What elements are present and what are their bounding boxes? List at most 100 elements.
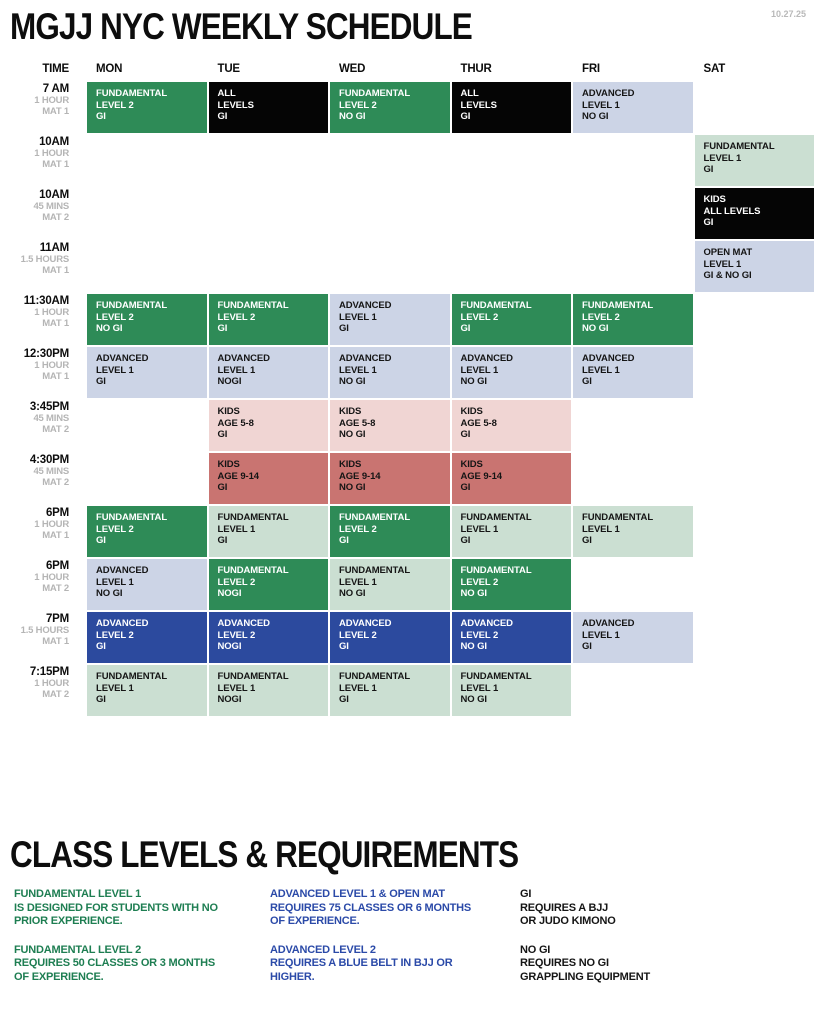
time-value: 6PM <box>45 560 69 572</box>
time-detail: MAT 1 <box>42 530 69 541</box>
class-cell-wed-6pm: FUNDAMENTAL LEVEL 2 GI <box>330 506 450 557</box>
header: MGJJ NYC WEEKLY SCHEDULE 10.27.25 <box>0 0 814 48</box>
time-value: 7 AM <box>42 83 69 95</box>
time-value: 11AM <box>39 242 69 254</box>
time-value: 11:30AM <box>23 295 69 307</box>
column-header-fri: FRI <box>582 63 600 75</box>
legend-paragraph: GI REQUIRES A BJJ OR JUDO KIMONO <box>520 888 616 927</box>
page-title: MGJJ NYC WEEKLY SCHEDULE <box>10 6 473 47</box>
class-cell-mon-6pm: ADVANCED LEVEL 1 NO GI <box>87 559 207 610</box>
day-header-row: TIME MON TUE WED THUR FRI SAT <box>0 63 814 75</box>
time-detail: MAT 1 <box>42 636 69 647</box>
class-cell-thur-345pm: KIDS AGE 5-8 GI <box>451 400 571 451</box>
class-cell-tue-345pm: KIDS AGE 5-8 GI <box>208 400 328 451</box>
time-detail: MAT 2 <box>42 583 69 594</box>
time-label: 7PM 1.5 HOURS MAT 1 <box>0 612 85 663</box>
class-cell-mon-7am: FUNDAMENTAL LEVEL 2 GI <box>87 82 207 133</box>
time-detail: 1 HOUR <box>34 148 69 159</box>
time-label: 7 AM 1 HOUR MAT 1 <box>0 82 85 133</box>
legend-paragraph: ADVANCED LEVEL 2 REQUIRES A BLUE BELT IN… <box>270 943 453 983</box>
class-cell-fri-7am: ADVANCED LEVEL 1 NO GI <box>573 82 693 133</box>
class-cell-tue-6pm: FUNDAMENTAL LEVEL 1 GI <box>208 506 328 557</box>
class-cell-fri-1230pm: ADVANCED LEVEL 1 GI <box>573 347 693 398</box>
class-cell-wed-7pm: ADVANCED LEVEL 2 GI <box>330 612 450 663</box>
legend-column-2: ADVANCED LEVEL 1 & OPEN MAT REQUIRES 75 … <box>270 888 520 999</box>
class-cell-tue-7am: ALL LEVELS GI <box>208 82 328 133</box>
legend-paragraph: FUNDAMENTAL LEVEL 1 IS DESIGNED FOR STUD… <box>14 888 218 927</box>
legend-paragraph: ADVANCED LEVEL 1 & OPEN MAT REQUIRES 75 … <box>270 888 472 927</box>
time-detail: MAT 1 <box>42 371 69 382</box>
class-cell-thur-6pm: FUNDAMENTAL LEVEL 1 GI <box>451 506 571 557</box>
time-detail: 45 MINS <box>33 466 69 477</box>
time-value: 10AM <box>39 136 69 148</box>
class-cell-fri-1130am: FUNDAMENTAL LEVEL 2 NO GI <box>573 294 693 345</box>
time-detail: MAT 1 <box>42 265 69 276</box>
time-detail: 1 HOUR <box>34 95 69 106</box>
time-detail: 1 HOUR <box>34 360 69 371</box>
time-detail: 1 HOUR <box>34 572 69 583</box>
class-cell-wed-430pm: KIDS AGE 9-14 NO GI <box>330 453 450 504</box>
time-detail: 1 HOUR <box>34 519 69 530</box>
time-detail: 45 MINS <box>33 413 69 424</box>
column-header-mon: MON <box>96 63 123 75</box>
time-detail: 1 HOUR <box>34 678 69 689</box>
time-label: 7:15PM 1 HOUR MAT 2 <box>0 665 85 716</box>
time-detail: MAT 1 <box>42 159 69 170</box>
class-cell-tue-1130am: FUNDAMENTAL LEVEL 2 GI <box>208 294 328 345</box>
date-label: 10.27.25 <box>770 9 806 19</box>
time-value: 7PM <box>45 613 69 625</box>
column-header-sat: SAT <box>703 63 726 75</box>
time-detail: MAT 2 <box>42 477 69 488</box>
legend-section: CLASS LEVELS & REQUIREMENTS FUNDAMENTAL … <box>0 834 814 999</box>
class-cell-wed-1230pm: ADVANCED LEVEL 1 NO GI <box>330 347 450 398</box>
time-label: 6PM 1 HOUR MAT 2 <box>0 559 85 610</box>
class-cell-thur-7am: ALL LEVELS GI <box>451 82 571 133</box>
class-cell-wed-6pm: FUNDAMENTAL LEVEL 1 NO GI <box>330 559 450 610</box>
class-cell-thur-6pm: FUNDAMENTAL LEVEL 2 NO GI <box>451 559 571 610</box>
time-value: 10AM <box>39 189 69 201</box>
column-header-wed: WED <box>339 63 366 75</box>
class-cell-thur-715pm: FUNDAMENTAL LEVEL 1 NO GI <box>451 665 571 716</box>
time-label: 10AM 45 MINS MAT 2 <box>0 188 85 239</box>
time-detail: 1.5 HOURS <box>20 254 70 265</box>
schedule-grid: 7 AM 1 HOUR MAT 1 FUNDAMENTAL LEVEL 2 GI ALL… <box>0 82 814 716</box>
legend-columns: FUNDAMENTAL LEVEL 1 IS DESIGNED FOR STUD… <box>10 888 814 999</box>
class-cell-mon-7pm: ADVANCED LEVEL 2 GI <box>87 612 207 663</box>
time-detail: MAT 2 <box>42 212 69 223</box>
class-cell-wed-715pm: FUNDAMENTAL LEVEL 1 GI <box>330 665 450 716</box>
class-cell-tue-715pm: FUNDAMENTAL LEVEL 1 NOGI <box>208 665 328 716</box>
column-header-tue: TUE <box>217 63 241 75</box>
class-cell-tue-6pm: FUNDAMENTAL LEVEL 2 NOGI <box>208 559 328 610</box>
time-value: 12:30PM <box>23 348 69 360</box>
class-cell-fri-7pm: ADVANCED LEVEL 1 GI <box>573 612 693 663</box>
time-detail: 1 HOUR <box>34 307 69 318</box>
time-label: 3:45PM 45 MINS MAT 2 <box>0 400 85 451</box>
class-cell-thur-1230pm: ADVANCED LEVEL 1 NO GI <box>451 347 571 398</box>
legend-title: CLASS LEVELS & REQUIREMENTS <box>10 834 519 875</box>
time-detail: MAT 2 <box>42 689 69 700</box>
class-cell-thur-7pm: ADVANCED LEVEL 2 NO GI <box>451 612 571 663</box>
legend-paragraph: FUNDAMENTAL LEVEL 2 REQUIRES 50 CLASSES … <box>14 943 216 983</box>
time-value: 6PM <box>45 507 69 519</box>
class-cell-tue-1230pm: ADVANCED LEVEL 1 NOGI <box>208 347 328 398</box>
time-detail: MAT 1 <box>42 318 69 329</box>
class-cell-wed-1130am: ADVANCED LEVEL 1 GI <box>330 294 450 345</box>
time-label: 10AM 1 HOUR MAT 1 <box>0 135 85 186</box>
class-cell-fri-6pm: FUNDAMENTAL LEVEL 1 GI <box>573 506 693 557</box>
class-cell-sat-11am: OPEN MAT LEVEL 1 GI & NO GI <box>694 241 814 292</box>
class-cell-sat-10am: KIDS ALL LEVELS GI <box>694 188 814 239</box>
time-value: 4:30PM <box>29 454 69 466</box>
time-value: 7:15PM <box>29 666 69 678</box>
class-cell-wed-7am: FUNDAMENTAL LEVEL 2 NO GI <box>330 82 450 133</box>
column-header-thur: THUR <box>460 63 492 75</box>
class-cell-mon-715pm: FUNDAMENTAL LEVEL 1 GI <box>87 665 207 716</box>
class-cell-tue-7pm: ADVANCED LEVEL 2 NOGI <box>208 612 328 663</box>
time-detail: MAT 1 <box>42 106 69 117</box>
time-label: 12:30PM 1 HOUR MAT 1 <box>0 347 85 398</box>
class-cell-mon-1130am: FUNDAMENTAL LEVEL 2 NO GI <box>87 294 207 345</box>
class-cell-wed-345pm: KIDS AGE 5-8 NO GI <box>330 400 450 451</box>
class-cell-thur-430pm: KIDS AGE 9-14 GI <box>451 453 571 504</box>
time-value: 3:45PM <box>29 401 69 413</box>
time-detail: 45 MINS <box>33 201 69 212</box>
